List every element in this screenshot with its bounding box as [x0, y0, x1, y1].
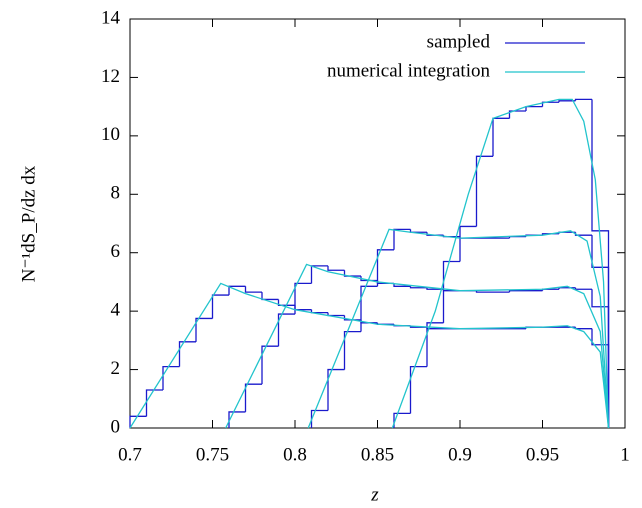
step-bin — [327, 368, 345, 411]
step-bin — [277, 313, 295, 347]
y-tick-label: 8 — [111, 183, 121, 204]
step-bin — [492, 117, 510, 157]
y-tick-label: 14 — [101, 7, 121, 28]
curve — [225, 263, 610, 429]
legend-label: sampled — [427, 31, 491, 52]
step-bin — [261, 345, 279, 385]
step-bin — [409, 286, 427, 289]
step-bin — [310, 309, 328, 314]
x-tick-label: 0.7 — [118, 444, 142, 465]
y-tick-label: 2 — [111, 358, 121, 379]
x-tick-label: 1 — [620, 444, 630, 465]
step-bin — [360, 285, 378, 332]
step-bin — [310, 409, 328, 428]
x-tick-label: 0.8 — [283, 444, 307, 465]
step-bin — [343, 330, 361, 370]
step-bin — [409, 229, 427, 233]
step-bin — [244, 286, 262, 293]
y-tick-label: 12 — [101, 66, 120, 87]
step-bin — [145, 389, 163, 417]
step-bin — [211, 294, 229, 319]
curve — [391, 98, 610, 429]
step-bin — [327, 265, 345, 271]
x-tick-label: 0.9 — [448, 444, 472, 465]
step-bin — [343, 270, 361, 277]
step-bin — [162, 366, 180, 391]
legend-label: numerical integration — [327, 60, 491, 81]
step-bin — [574, 327, 592, 330]
step-bin — [475, 290, 493, 293]
curve — [307, 228, 610, 429]
step-bin — [475, 155, 493, 227]
step-bin — [244, 383, 262, 412]
step-bin — [574, 98, 592, 101]
step-bin — [327, 312, 345, 317]
y-tick-label: 10 — [101, 124, 120, 145]
y-tick-label: 0 — [111, 416, 121, 437]
step-bin — [294, 305, 312, 311]
step-bin — [277, 299, 295, 306]
step-bin — [508, 110, 526, 119]
step-bin — [195, 317, 213, 342]
step-bin — [393, 228, 411, 250]
step-bin — [426, 287, 444, 290]
x-axis-label: z — [370, 484, 379, 505]
y-axis-label: N⁻¹dS_P/dz dx — [18, 165, 39, 282]
step-bin — [541, 101, 559, 107]
x-tick-label: 0.95 — [526, 444, 559, 465]
curve — [129, 282, 610, 429]
step-bin — [129, 415, 147, 428]
step-bin — [558, 100, 576, 103]
step-bin — [508, 290, 526, 293]
y-tick-label: 6 — [111, 241, 121, 262]
step-bin — [393, 283, 411, 287]
step-bin — [459, 225, 477, 262]
step-bin — [409, 366, 427, 414]
x-tick-label: 0.85 — [361, 444, 394, 465]
step-bin — [178, 341, 196, 367]
step-bin — [294, 282, 312, 315]
step-bin — [376, 249, 394, 287]
step-bin — [228, 411, 246, 428]
y-tick-label: 4 — [111, 300, 121, 321]
step-bin — [574, 287, 592, 290]
step-bin — [525, 105, 543, 112]
step-bin — [442, 260, 460, 323]
step-bin — [426, 322, 444, 367]
step-bin — [261, 292, 279, 301]
x-tick-label: 0.75 — [196, 444, 229, 465]
